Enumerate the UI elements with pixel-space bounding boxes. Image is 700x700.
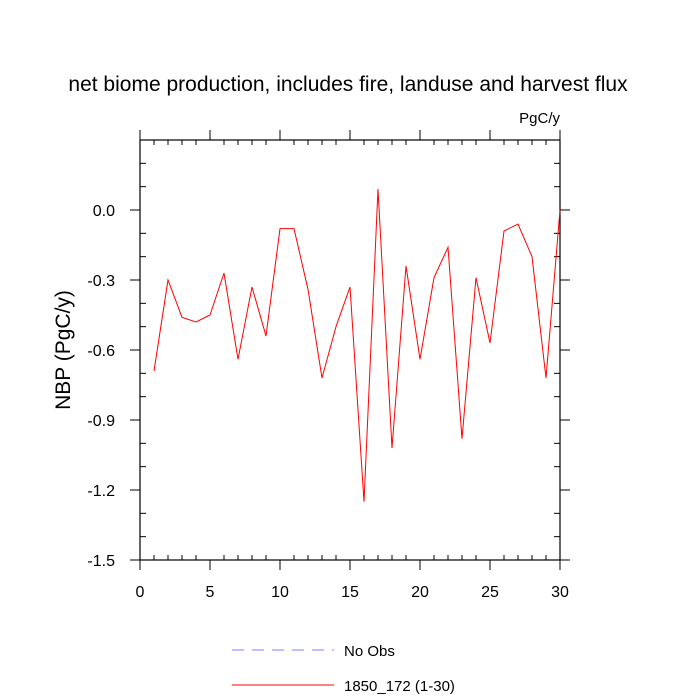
plot-frame	[139, 139, 561, 561]
y-tick-label: -0.3	[87, 273, 115, 290]
x-tick-label: 20	[411, 584, 429, 601]
y-axis-label: NBP (PgC/y)	[52, 290, 75, 410]
y-tick-label: 0.0	[93, 203, 115, 220]
series-layer	[153, 188, 561, 502]
x-tick-label: 5	[206, 584, 215, 601]
x-tick-label: 0	[136, 584, 145, 601]
x-tick-labels: 0 5 10 15 20 25 30	[136, 584, 569, 601]
legend-label: 1850_172 (1-30)	[344, 678, 455, 695]
x-tick-label: 15	[341, 584, 359, 601]
x-tick-label: 30	[551, 584, 569, 601]
legend: No Obs 1850_172 (1-30)	[232, 643, 455, 695]
y-tick-label: -0.6	[87, 343, 115, 360]
y-tick-label: -0.9	[87, 413, 115, 430]
units-label: PgC/y	[519, 110, 560, 127]
y-tick-label: -1.2	[87, 483, 115, 500]
axis-ticks	[130, 130, 570, 570]
x-tick-label: 10	[271, 584, 289, 601]
y-tick-labels: -1.5 -1.2 -0.9 -0.6 -0.3 0.0	[87, 203, 115, 570]
y-tick-label: -1.5	[87, 553, 115, 570]
x-tick-label: 25	[481, 584, 499, 601]
series-line	[153, 188, 561, 502]
chart-title: net biome production, includes fire, lan…	[68, 73, 628, 96]
legend-label: No Obs	[344, 643, 395, 660]
